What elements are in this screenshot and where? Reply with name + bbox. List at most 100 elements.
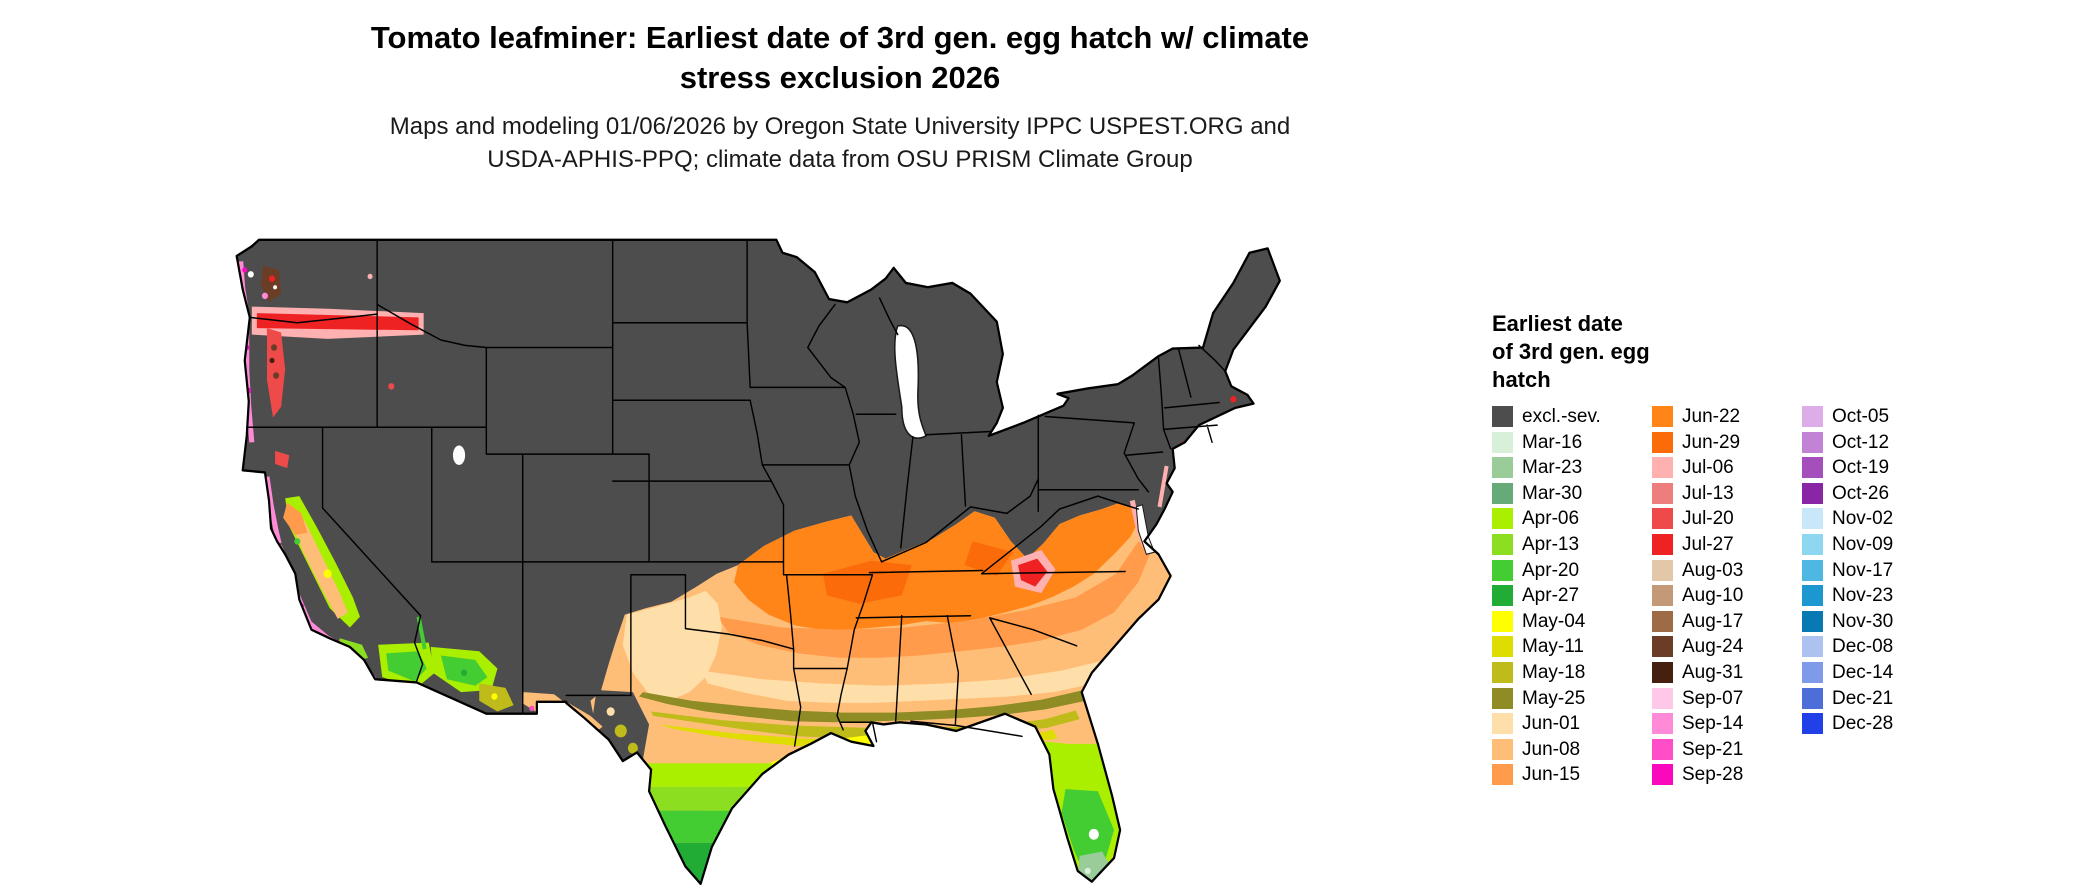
legend-item: Jun-01 xyxy=(1492,713,1652,735)
legend-swatch xyxy=(1652,585,1673,607)
region-apr-27-tx xyxy=(647,842,726,884)
legend-swatch xyxy=(1652,431,1673,453)
legend-swatch xyxy=(1492,687,1513,709)
legend: Earliest date of 3rd gen. egg hatch excl… xyxy=(1492,310,2072,790)
legend-item: Dec-08 xyxy=(1802,636,1952,658)
legend-label: Jun-29 xyxy=(1682,431,1741,453)
legend-item: Sep-14 xyxy=(1652,713,1802,735)
legend-item: Jul-13 xyxy=(1652,482,1802,504)
region-bigbend-tan xyxy=(606,707,615,716)
legend-swatch xyxy=(1652,610,1673,632)
legend-swatch xyxy=(1802,636,1823,658)
legend-swatch xyxy=(1492,406,1513,427)
legend-label: Dec-14 xyxy=(1832,661,1894,683)
region-medford-red xyxy=(275,450,290,469)
header: Tomato leafminer: Earliest date of 3rd g… xyxy=(0,18,1680,176)
us-map-svg xyxy=(235,238,1281,886)
legend-item: Nov-09 xyxy=(1802,533,1952,555)
legend-label: Dec-28 xyxy=(1832,713,1894,735)
legend-swatch xyxy=(1802,585,1823,607)
legend-item: Apr-06 xyxy=(1492,508,1652,530)
legend-item: May-18 xyxy=(1492,661,1652,683)
legend-swatch xyxy=(1802,610,1823,632)
legend-item: Nov-02 xyxy=(1802,508,1952,530)
legend-swatch xyxy=(1652,533,1673,555)
legend-label: Nov-23 xyxy=(1832,585,1894,607)
region-olympic-magenta xyxy=(242,267,248,273)
us-map xyxy=(176,186,1389,886)
legend-swatch xyxy=(1492,661,1513,683)
legend-label: Jul-20 xyxy=(1682,508,1734,530)
region-puget-pink xyxy=(261,292,268,300)
legend-label: Aug-17 xyxy=(1682,610,1744,632)
legend-label: Jul-06 xyxy=(1682,457,1734,479)
legend-item: Jun-29 xyxy=(1652,431,1802,453)
legend-swatch xyxy=(1802,508,1823,530)
region-boise-red xyxy=(388,383,395,390)
legend-item: Oct-19 xyxy=(1802,457,1952,479)
region-sacramento-orange xyxy=(283,502,308,535)
region-excluded-severe xyxy=(236,239,1280,884)
legend-column-3: Oct-05 Oct-12 Oct-19 Oct-26 Nov-02 Nov-09 Nov-… xyxy=(1802,406,1952,790)
legend-item: May-11 xyxy=(1492,636,1652,658)
legend-label: excl.-sev. xyxy=(1522,406,1601,427)
legend-label: Apr-20 xyxy=(1522,559,1580,581)
region-apr-06-tx xyxy=(638,763,773,787)
legend-label: Jun-01 xyxy=(1522,713,1581,735)
map-subtitle-line-1: Maps and modeling 01/06/2026 by Oregon S… xyxy=(389,113,1291,140)
map-subtitle: Maps and modeling 01/06/2026 by Oregon S… xyxy=(0,110,1680,176)
state-borders xyxy=(246,239,1226,747)
legend-label: May-11 xyxy=(1522,636,1584,658)
legend-label: Jun-22 xyxy=(1682,406,1741,427)
legend-title-line-2: of 3rd gen. egg xyxy=(1492,339,1650,364)
legend-column-2: Jun-22 Jun-29 Jul-06 Jul-13 Jul-20 Jul-27 Aug-… xyxy=(1652,406,1802,790)
region-bigbend-olive xyxy=(627,742,638,754)
legend-item: Jul-06 xyxy=(1652,457,1802,479)
legend-label: Aug-03 xyxy=(1682,559,1744,581)
legend-swatch xyxy=(1652,559,1673,581)
legend-item: Nov-30 xyxy=(1802,610,1952,632)
legend-label: Jul-27 xyxy=(1682,533,1734,555)
legend-swatch xyxy=(1492,508,1513,530)
legend-item: Oct-26 xyxy=(1802,482,1952,504)
legend-item: Jul-20 xyxy=(1652,508,1802,530)
legend-item: Oct-05 xyxy=(1802,406,1952,427)
legend-swatch xyxy=(1652,457,1673,479)
legend-label: Oct-19 xyxy=(1832,457,1890,479)
legend-swatch xyxy=(1492,559,1513,581)
legend-label: Apr-27 xyxy=(1522,585,1580,607)
legend-label: Oct-05 xyxy=(1832,406,1890,427)
legend-swatch xyxy=(1652,406,1673,427)
region-spokane-pink xyxy=(367,273,373,280)
legend-swatch xyxy=(1492,738,1513,760)
legend-label: Oct-12 xyxy=(1832,431,1890,453)
legend-label: Jun-15 xyxy=(1522,764,1581,786)
legend-swatch xyxy=(1492,431,1513,453)
legend-label: Mar-30 xyxy=(1522,482,1583,504)
region-willamette-brown xyxy=(273,372,280,379)
legend-swatch xyxy=(1492,764,1513,786)
region-jun-22 xyxy=(733,502,1139,630)
lake-okeechobee xyxy=(1088,828,1099,840)
legend-label: Dec-21 xyxy=(1832,687,1894,709)
legend-label: Nov-17 xyxy=(1832,559,1894,581)
legend-label: Oct-26 xyxy=(1832,482,1890,504)
legend-item: Oct-12 xyxy=(1802,431,1952,453)
region-jun-15 xyxy=(717,541,1153,658)
map-title: Tomato leafminer: Earliest date of 3rd g… xyxy=(0,18,1680,98)
legend-item: Dec-14 xyxy=(1802,661,1952,683)
legend-item: Apr-20 xyxy=(1492,559,1652,581)
legend-item: Aug-03 xyxy=(1652,559,1802,581)
region-valley-yellow xyxy=(323,569,332,578)
legend-item: Apr-13 xyxy=(1492,533,1652,555)
us-outline xyxy=(235,238,1281,886)
map-title-line-2: stress exclusion 2026 xyxy=(679,60,1001,95)
legend-swatch xyxy=(1802,559,1823,581)
region-may-25 xyxy=(638,670,1141,723)
legend-swatch xyxy=(1652,482,1673,504)
legend-item: Aug-17 xyxy=(1652,610,1802,632)
legend-item: Jun-15 xyxy=(1492,764,1652,786)
legend-item: Mar-30 xyxy=(1492,482,1652,504)
legend-swatch xyxy=(1802,406,1823,427)
legend-label: Apr-13 xyxy=(1522,533,1580,555)
